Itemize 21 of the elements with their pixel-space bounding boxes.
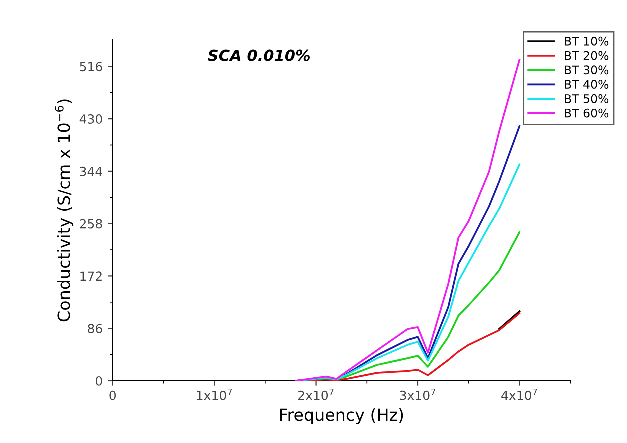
y-tick-label: 516	[80, 62, 102, 72]
x-tick-label: 0	[110, 390, 116, 400]
legend-label: BT 10%	[565, 36, 609, 46]
legend-label: BT 60%	[565, 108, 609, 118]
y-tick-label: 430	[80, 114, 102, 124]
x-axis-title: Frequency (Hz)	[280, 408, 404, 424]
y-tick-label: 258	[80, 219, 102, 229]
legend-label: BT 50%	[565, 94, 609, 104]
y-tick-label: 0	[96, 376, 102, 386]
y-axis-title: Conductivity (S/cm x 10$^{−6}$)	[55, 100, 74, 322]
legend-label: BT 20%	[565, 51, 609, 60]
y-tick-label: 344	[80, 166, 102, 176]
y-tick-label: 172	[80, 272, 102, 281]
legend-label: BT 30%	[565, 66, 609, 75]
y-tick-label: 86	[88, 324, 102, 334]
x-tick-label: 1x10$^{7}$	[197, 388, 232, 400]
text: SCA 0.010%	[208, 50, 310, 62]
legend-label: BT 40%	[565, 80, 609, 89]
x-tick-label: 3x10$^{7}$	[400, 388, 436, 400]
x-tick-label: 4x10$^{7}$	[502, 388, 538, 400]
x-tick-label: 2x10$^{7}$	[298, 388, 334, 400]
